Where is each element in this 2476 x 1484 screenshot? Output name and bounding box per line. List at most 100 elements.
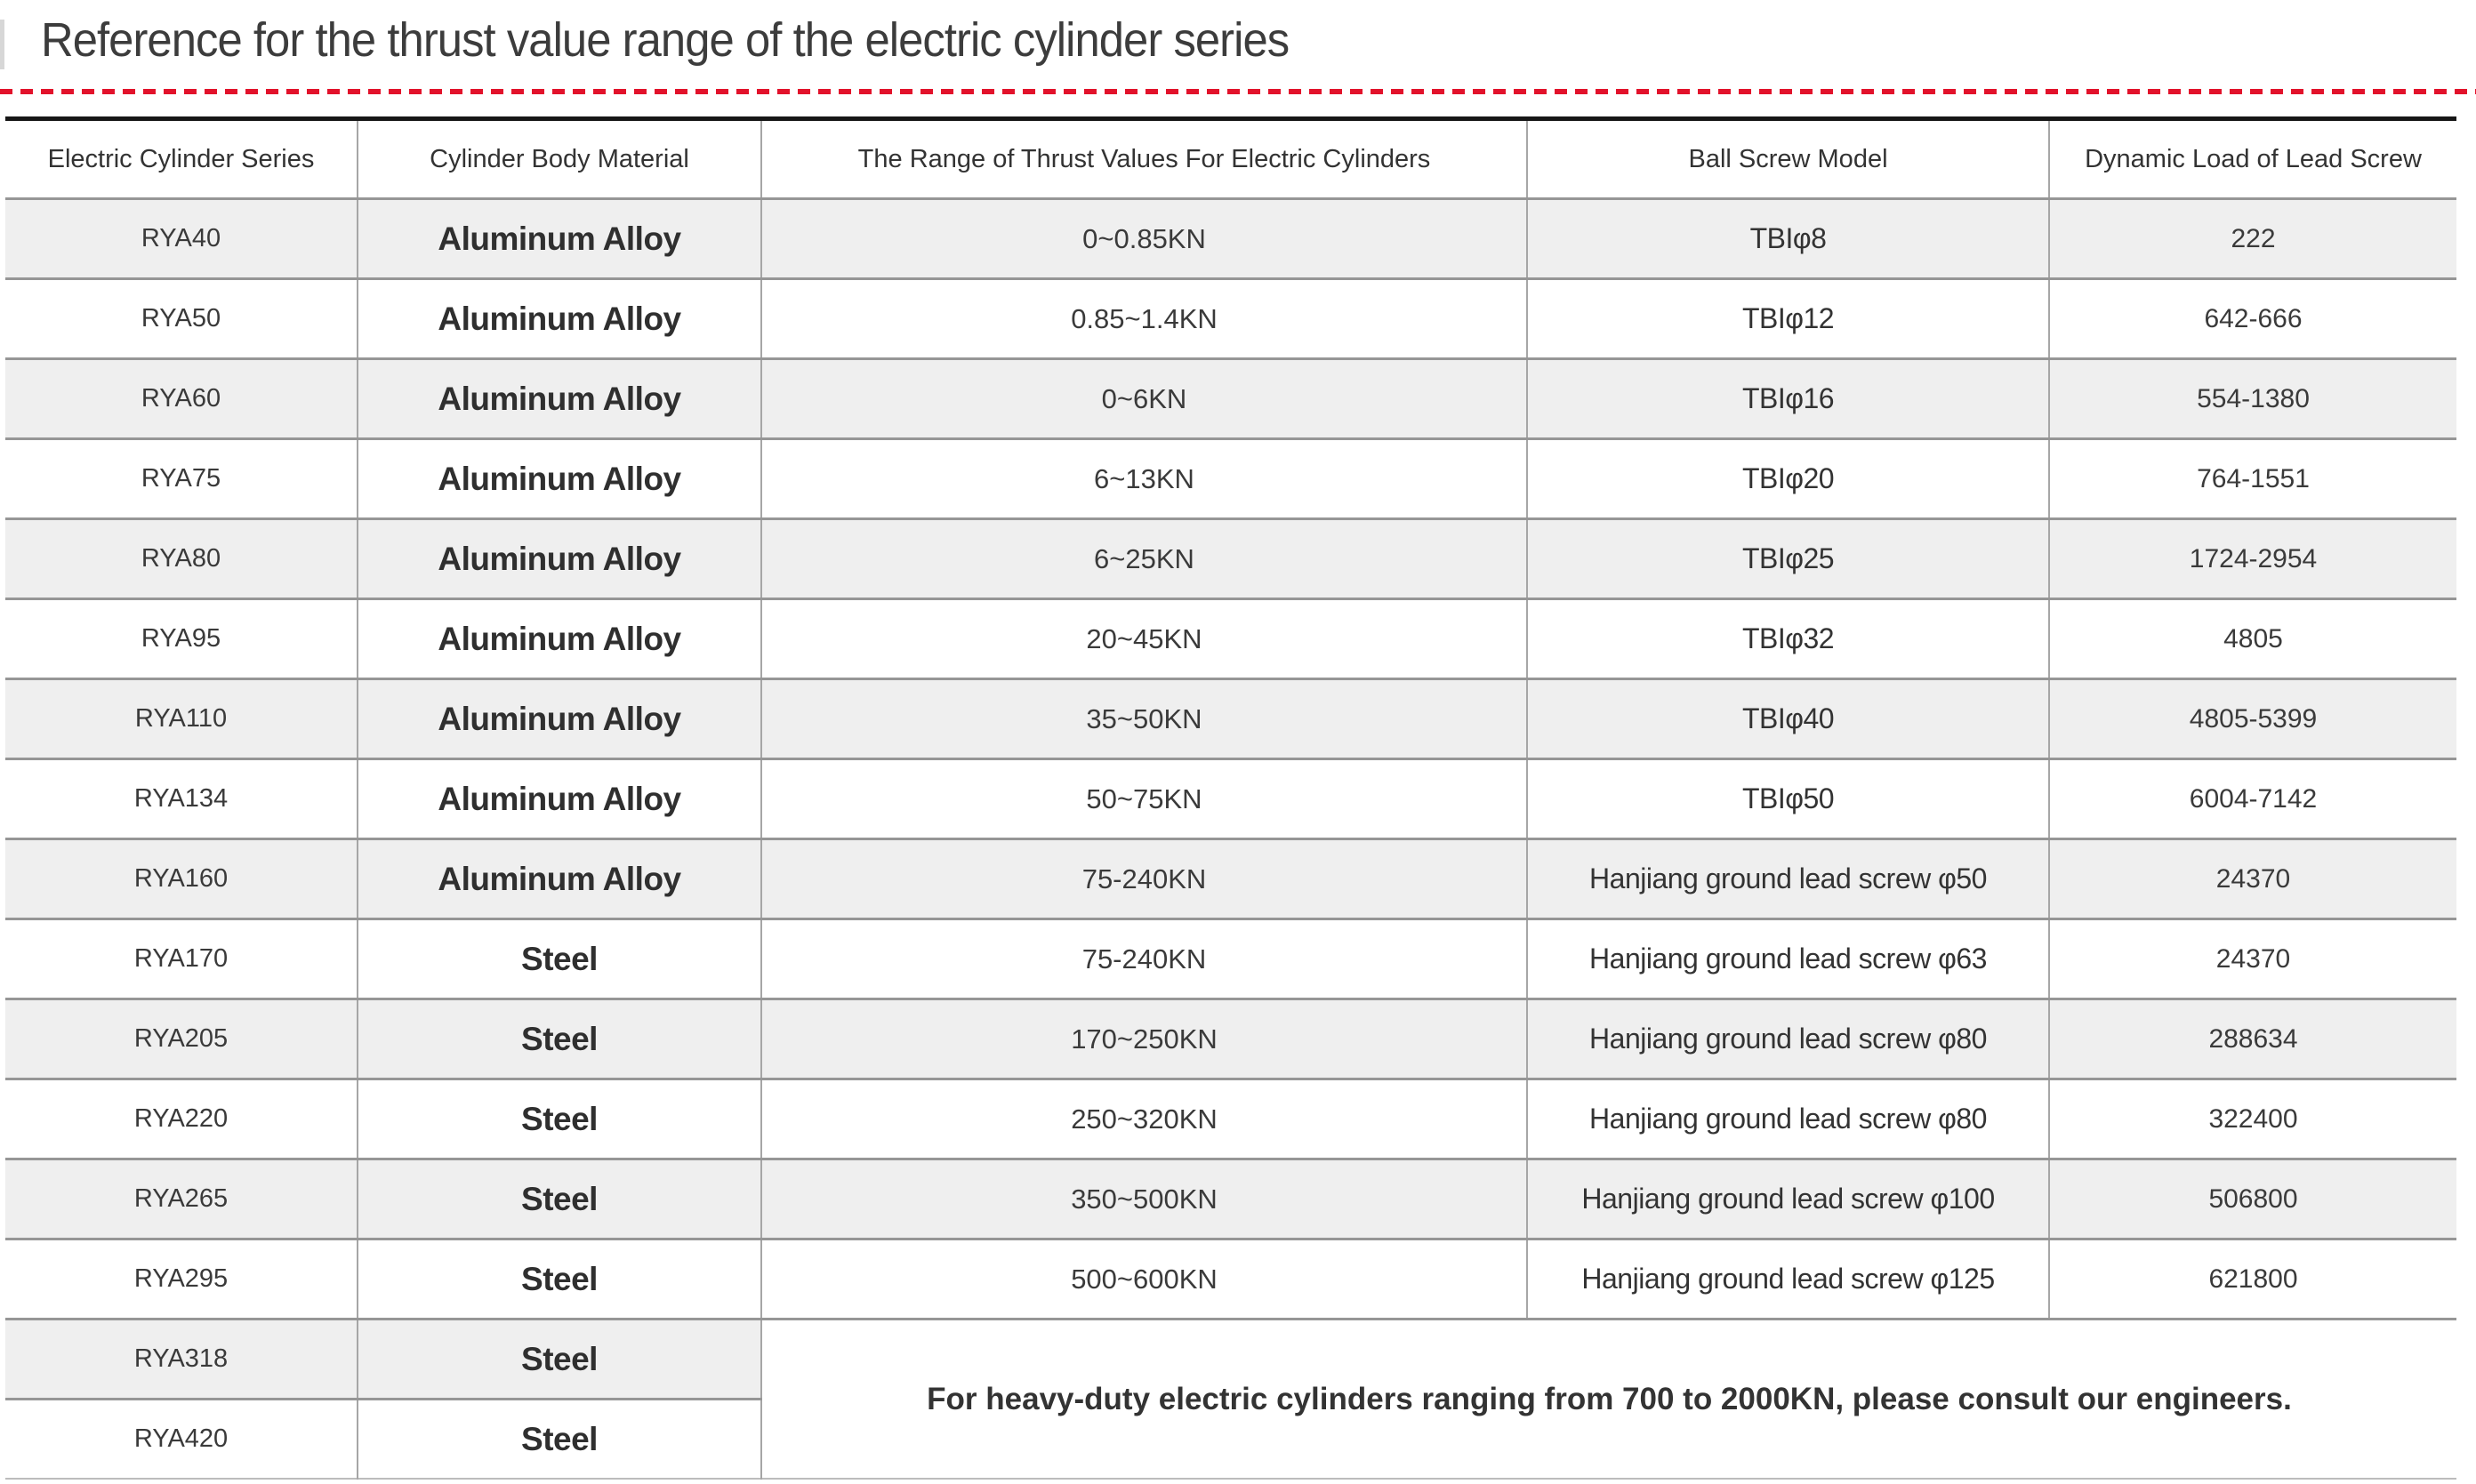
cell-dynamic-load: 554-1380 bbox=[2048, 357, 2456, 439]
cell-ball-screw-model: TBIφ40 bbox=[1526, 678, 2049, 759]
cell-material: Aluminum Alloy bbox=[357, 598, 761, 679]
cell-thrust: 20~45KN bbox=[760, 598, 1527, 679]
table-row: RYA170 Steel 75-240KN Hanjiang ground lead … bbox=[5, 918, 2456, 999]
cell-material: Steel bbox=[357, 1318, 761, 1400]
table-row: RYA80 Aluminum Alloy 6~25KN TBIφ25 1724-2954 bbox=[5, 517, 2456, 599]
cell-material: Aluminum Alloy bbox=[357, 357, 761, 439]
cell-dynamic-load: 1724-2954 bbox=[2048, 517, 2456, 599]
cell-thrust: 0~0.85KN bbox=[760, 197, 1527, 279]
table-row: RYA220 Steel 250~320KN Hanjiang ground lead… bbox=[5, 1078, 2456, 1159]
cell-material: Steel bbox=[357, 1078, 761, 1159]
cell-series: RYA160 bbox=[5, 838, 358, 919]
cell-ball-screw-model: TBIφ32 bbox=[1526, 598, 2049, 679]
cell-material: Steel bbox=[357, 1158, 761, 1239]
table-row: RYA160 Aluminum Alloy 75-240KN Hanjiang gro… bbox=[5, 838, 2456, 919]
table-body: RYA40 Aluminum Alloy 0~0.85KN TBIφ8 222 RYA50… bbox=[5, 197, 2456, 1479]
header-ball-screw-model: Ball Screw Model bbox=[1526, 118, 2049, 200]
cell-series: RYA170 bbox=[5, 918, 358, 999]
table-row: RYA40 Aluminum Alloy 0~0.85KN TBIφ8 222 bbox=[5, 197, 2456, 279]
table-header-row: Electric Cylinder Series Cylinder Body M… bbox=[5, 118, 2456, 200]
cell-material: Aluminum Alloy bbox=[357, 277, 761, 359]
table-row: RYA134 Aluminum Alloy 50~75KN TBIφ50 6004-71… bbox=[5, 758, 2456, 839]
table-row: RYA295 Steel 500~600KN Hanjiang ground lead… bbox=[5, 1238, 2456, 1320]
cell-series: RYA110 bbox=[5, 678, 358, 759]
table-row: RYA50 Aluminum Alloy 0.85~1.4KN TBIφ12 642-6… bbox=[5, 277, 2456, 359]
cell-ball-screw-model: TBIφ12 bbox=[1526, 277, 2049, 359]
cell-series: RYA50 bbox=[5, 277, 358, 359]
cell-dynamic-load: 764-1551 bbox=[2048, 437, 2456, 519]
header-dynamic-load-lead-screw: Dynamic Load of Lead Screw bbox=[2048, 118, 2456, 200]
cell-series: RYA318 bbox=[5, 1318, 358, 1400]
cell-dynamic-load: 322400 bbox=[2048, 1078, 2456, 1159]
cell-series: RYA420 bbox=[5, 1398, 358, 1479]
cell-material: Aluminum Alloy bbox=[357, 197, 761, 279]
dashed-divider bbox=[0, 89, 2476, 94]
cell-thrust: 6~13KN bbox=[760, 437, 1527, 519]
cell-series: RYA40 bbox=[5, 197, 358, 279]
cell-dynamic-load: 506800 bbox=[2048, 1158, 2456, 1239]
cell-thrust: 50~75KN bbox=[760, 758, 1527, 839]
cell-thrust: 6~25KN bbox=[760, 517, 1527, 599]
cell-series: RYA95 bbox=[5, 598, 358, 679]
cell-ball-screw-model: TBIφ50 bbox=[1526, 758, 2049, 839]
cell-thrust: 350~500KN bbox=[760, 1158, 1527, 1239]
table-row: RYA60 Aluminum Alloy 0~6KN TBIφ16 554-1380 bbox=[5, 357, 2456, 439]
header-thrust-value-range: The Range of Thrust Values For Electric … bbox=[760, 118, 1527, 200]
cell-ball-screw-model: Hanjiang ground lead screw φ125 bbox=[1526, 1238, 2049, 1320]
table-row: RYA265 Steel 350~500KN Hanjiang ground lead… bbox=[5, 1158, 2456, 1239]
cell-ball-screw-model: Hanjiang ground lead screw φ80 bbox=[1526, 998, 2049, 1079]
table-row: RYA420 Steel bbox=[5, 1398, 2456, 1479]
table-row: RYA75 Aluminum Alloy 6~13KN TBIφ20 764-1551 bbox=[5, 437, 2456, 519]
cell-material: Steel bbox=[357, 1238, 761, 1320]
cell-thrust: 500~600KN bbox=[760, 1238, 1527, 1320]
table-row: RYA110 Aluminum Alloy 35~50KN TBIφ40 4805-53… bbox=[5, 678, 2456, 759]
cell-series: RYA134 bbox=[5, 758, 358, 839]
table-row: RYA318 Steel For heavy-duty electric cylin… bbox=[5, 1318, 2456, 1479]
cell-material: Aluminum Alloy bbox=[357, 678, 761, 759]
left-edge-artifact bbox=[0, 20, 4, 69]
cell-series: RYA75 bbox=[5, 437, 358, 519]
cell-thrust: 250~320KN bbox=[760, 1078, 1527, 1159]
cell-dynamic-load: 6004-7142 bbox=[2048, 758, 2456, 839]
cell-dynamic-load: 4805-5399 bbox=[2048, 678, 2456, 759]
header-electric-cylinder-series: Electric Cylinder Series bbox=[5, 118, 358, 200]
cell-material: Aluminum Alloy bbox=[357, 838, 761, 919]
cell-ball-screw-model: TBIφ8 bbox=[1526, 197, 2049, 279]
cell-thrust: 0.85~1.4KN bbox=[760, 277, 1527, 359]
cell-material: Aluminum Alloy bbox=[357, 758, 761, 839]
cell-thrust: 0~6KN bbox=[760, 357, 1527, 439]
table-row: RYA205 Steel 170~250KN Hanjiang ground lead… bbox=[5, 998, 2456, 1079]
cell-thrust: 75-240KN bbox=[760, 838, 1527, 919]
cell-ball-screw-model: Hanjiang ground lead screw φ80 bbox=[1526, 1078, 2049, 1159]
cell-material: Steel bbox=[357, 998, 761, 1079]
cell-ball-screw-model: TBIφ16 bbox=[1526, 357, 2049, 439]
cell-series: RYA205 bbox=[5, 998, 358, 1079]
header-cylinder-body-material: Cylinder Body Material bbox=[357, 118, 761, 200]
cell-material: Aluminum Alloy bbox=[357, 517, 761, 599]
cell-dynamic-load: 4805 bbox=[2048, 598, 2456, 679]
cell-thrust: 35~50KN bbox=[760, 678, 1527, 759]
cell-ball-screw-model: Hanjiang ground lead screw φ100 bbox=[1526, 1158, 2049, 1239]
thrust-reference-table: Electric Cylinder Series Cylinder Body M… bbox=[5, 116, 2456, 1480]
cell-series: RYA295 bbox=[5, 1238, 358, 1320]
cell-ball-screw-model: Hanjiang ground lead screw φ50 bbox=[1526, 838, 2049, 919]
table-row: RYA95 Aluminum Alloy 20~45KN TBIφ32 4805 bbox=[5, 598, 2456, 679]
cell-dynamic-load: 24370 bbox=[2048, 918, 2456, 999]
cell-thrust: 75-240KN bbox=[760, 918, 1527, 999]
consult-engineers-note: For heavy-duty electric cylinders rangin… bbox=[760, 1318, 2456, 1479]
page-title: Reference for the thrust value range of … bbox=[41, 13, 1290, 67]
cell-ball-screw-model: TBIφ25 bbox=[1526, 517, 2049, 599]
cell-dynamic-load: 222 bbox=[2048, 197, 2456, 279]
cell-dynamic-load: 621800 bbox=[2048, 1238, 2456, 1320]
cell-dynamic-load: 24370 bbox=[2048, 838, 2456, 919]
cell-thrust: 170~250KN bbox=[760, 998, 1527, 1079]
cell-ball-screw-model: Hanjiang ground lead screw φ63 bbox=[1526, 918, 2049, 999]
cell-series: RYA80 bbox=[5, 517, 358, 599]
cell-series: RYA220 bbox=[5, 1078, 358, 1159]
cell-dynamic-load: 288634 bbox=[2048, 998, 2456, 1079]
cell-material: Steel bbox=[357, 1398, 761, 1479]
cell-material: Steel bbox=[357, 918, 761, 999]
cell-dynamic-load: 642-666 bbox=[2048, 277, 2456, 359]
cell-material: Aluminum Alloy bbox=[357, 437, 761, 519]
